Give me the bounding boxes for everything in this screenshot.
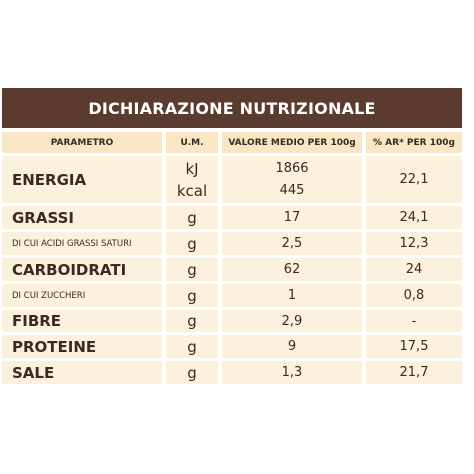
cell-text: 9	[287, 339, 297, 354]
cell-text: kJ	[185, 159, 199, 178]
value-cell: -	[366, 310, 462, 332]
cell-text: g	[187, 234, 197, 253]
cell-text: 17,5	[399, 339, 429, 354]
cell-text: g	[187, 286, 197, 305]
parameter-cell: DI CUI ZUCCHERI	[2, 284, 162, 307]
header-cell: % AR* PER 100g	[366, 132, 462, 153]
cell-text: 1,3	[281, 365, 303, 380]
cell-text: 24,1	[399, 210, 429, 225]
parameter-cell: GRASSI	[2, 206, 162, 229]
title: DICHIARAZIONE NUTRIZIONALE	[2, 88, 462, 128]
value-cell: 1,3	[222, 361, 362, 384]
value-cell: 24,1	[366, 206, 462, 229]
cell-text: g	[187, 337, 197, 356]
value-cell: 24	[366, 258, 462, 281]
cell-text: CARBOIDRATI	[12, 260, 127, 279]
cell-text: g	[187, 312, 197, 330]
value-cell: 21,7	[366, 361, 462, 384]
cell-text: g	[187, 208, 197, 227]
value-cell: g	[166, 206, 218, 229]
value-cell: 12,3	[366, 232, 462, 255]
cell-text: ENERGIA	[12, 170, 87, 189]
cell-text: 1866	[275, 160, 309, 176]
value-cell: 1866 445	[222, 156, 362, 203]
value-cell: 17,5	[366, 335, 462, 358]
value-cell: kJ kcal	[166, 156, 218, 203]
value-cell: 62	[222, 258, 362, 281]
parameter-cell: SALE	[2, 361, 162, 384]
parameter-cell: FIBRE	[2, 310, 162, 332]
cell-text: 2,9	[281, 313, 303, 329]
cell-text: 445	[279, 182, 305, 198]
cell-text: 21,7	[399, 365, 429, 380]
value-cell: 2,5	[222, 232, 362, 255]
cell-text: kcal	[176, 181, 208, 200]
value-cell: 2,9	[222, 310, 362, 332]
value-cell: 9	[222, 335, 362, 358]
parameter-cell: PROTEINE	[2, 335, 162, 358]
cell-text: g	[187, 260, 197, 279]
value-cell: 17	[222, 206, 362, 229]
header-cell: U.M.	[166, 132, 218, 153]
cell-text: GRASSI	[12, 208, 74, 227]
cell-text: 12,3	[399, 236, 429, 251]
cell-text: 0,8	[403, 288, 425, 303]
value-cell: g	[166, 284, 218, 307]
cell-text: 24	[405, 262, 423, 277]
cell-text: 22,1	[399, 172, 429, 187]
value-cell: g	[166, 310, 218, 332]
value-cell: g	[166, 335, 218, 358]
cell-text: g	[187, 363, 197, 382]
header-text: U.M.	[180, 137, 204, 148]
cell-text: 62	[283, 262, 301, 277]
header-text: % AR* PER 100g	[373, 137, 455, 148]
cell-text: FIBRE	[12, 312, 62, 330]
cell-text: -	[411, 313, 417, 329]
cell-text: 2,5	[281, 236, 303, 251]
cell-text: 17	[283, 210, 301, 225]
cell-text: DI CUI ACIDI GRASSI SATURI	[12, 238, 132, 249]
header-cell: VALORE MEDIO PER 100g	[222, 132, 362, 153]
header-text: VALORE MEDIO PER 100g	[228, 137, 356, 148]
value-cell: g	[166, 258, 218, 281]
header-cell: PARAMETRO	[2, 132, 162, 153]
cell-text: SALE	[12, 363, 55, 382]
parameter-cell: ENERGIA	[2, 156, 162, 203]
cell-text: DI CUI ZUCCHERI	[12, 290, 86, 301]
header-text: PARAMETRO	[50, 137, 114, 148]
value-cell: 0,8	[366, 284, 462, 307]
cell-text: 1	[287, 288, 297, 303]
value-cell: 1	[222, 284, 362, 307]
parameter-cell: CARBOIDRATI	[2, 258, 162, 281]
value-cell: g	[166, 232, 218, 255]
cell-text: PROTEINE	[12, 337, 97, 356]
value-cell: 22,1	[366, 156, 462, 203]
value-cell: g	[166, 361, 218, 384]
parameter-cell: DI CUI ACIDI GRASSI SATURI	[2, 232, 162, 255]
